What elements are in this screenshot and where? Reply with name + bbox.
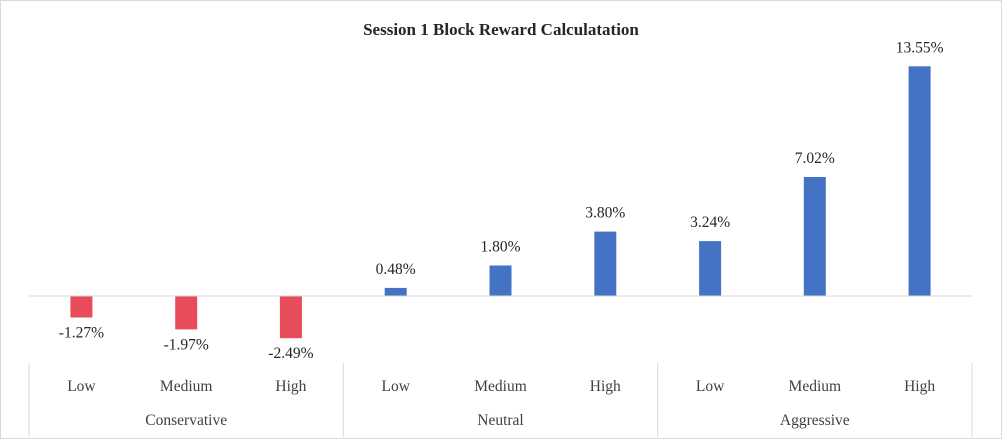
bar-conservative-medium — [175, 296, 198, 330]
bar-neutral-high — [594, 231, 617, 296]
category-tick-label: Medium — [789, 378, 842, 395]
chart-title: Session 1 Block Reward Calculatation — [363, 20, 639, 39]
category-tick-label: High — [904, 378, 935, 395]
category-tick-label: Low — [696, 378, 725, 395]
category-tick-label: Low — [381, 378, 410, 395]
bar-aggressive-high — [908, 66, 931, 296]
category-axis: Low Medium High Low Medium High Low Medium High C… — [28, 295, 973, 437]
data-label: 7.02% — [795, 150, 835, 167]
category-tick-label: Low — [67, 378, 96, 395]
group-label-conservative: Conservative — [145, 412, 227, 429]
bar-aggressive-low — [699, 241, 722, 296]
data-label: -1.97% — [164, 336, 209, 353]
data-label: 1.80% — [480, 239, 520, 256]
bar-aggressive-medium — [803, 177, 826, 296]
group-label-aggressive: Aggressive — [780, 412, 850, 429]
bar-neutral-medium — [489, 265, 512, 296]
data-label: -1.27% — [59, 325, 104, 342]
category-tick-label: High — [275, 378, 306, 395]
bar-conservative-high — [279, 296, 302, 339]
data-label: -2.49% — [268, 345, 313, 362]
group-label-neutral: Neutral — [477, 412, 523, 429]
category-tick-label: Medium — [160, 378, 213, 395]
bars-layer — [70, 66, 931, 339]
category-tick-label: High — [590, 378, 621, 395]
data-label: 3.80% — [585, 205, 625, 222]
bar-conservative-low — [70, 296, 93, 318]
data-label: 3.24% — [690, 214, 730, 231]
data-labels-layer: -1.27% -1.97% -2.49% 0.48% 1.80% 3.80% 3.24% 7.… — [59, 39, 944, 362]
bar-neutral-low — [384, 287, 407, 296]
category-tick-label: Medium — [474, 378, 527, 395]
data-label: 13.55% — [896, 39, 944, 56]
data-label: 0.48% — [376, 261, 416, 278]
